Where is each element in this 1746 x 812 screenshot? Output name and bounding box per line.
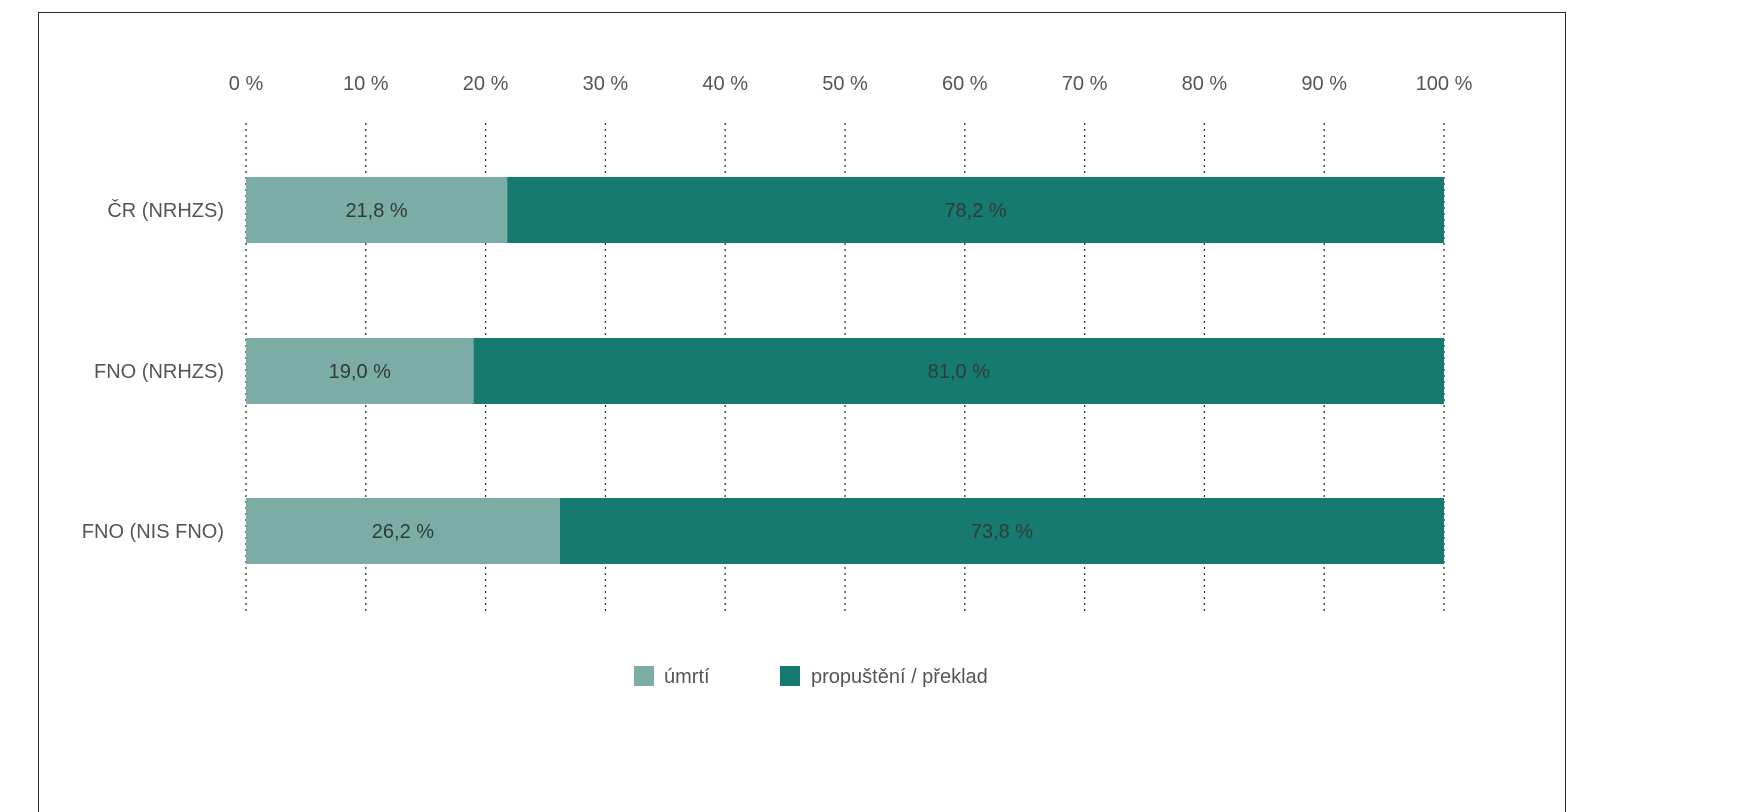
x-tick-label-30: 30 % bbox=[583, 73, 629, 95]
x-tick-label-40: 40 % bbox=[702, 73, 748, 95]
x-tick-label-60: 60 % bbox=[942, 73, 988, 95]
legend-swatch-0 bbox=[634, 666, 654, 686]
x-tick-label-50: 50 % bbox=[822, 73, 868, 95]
category-label-2: FNO (NIS FNO) bbox=[82, 521, 224, 543]
legend-label-1: propuštění / překlad bbox=[811, 666, 988, 688]
data-label-1-0: 19,0 % bbox=[329, 361, 391, 383]
x-tick-label-70: 70 % bbox=[1062, 73, 1108, 95]
x-tick-label-100: 100 % bbox=[1416, 73, 1473, 95]
bar-segment-2-1 bbox=[559, 498, 1444, 564]
category-label-1: FNO (NRHZS) bbox=[94, 361, 224, 383]
x-tick-label-80: 80 % bbox=[1182, 73, 1228, 95]
x-tick-label-20: 20 % bbox=[463, 73, 509, 95]
data-label-1-1: 81,0 % bbox=[928, 361, 990, 383]
bar-segment-0-1 bbox=[507, 177, 1444, 243]
bar-segment-1-0 bbox=[246, 338, 474, 404]
x-tick-label-0: 0 % bbox=[229, 73, 264, 95]
data-label-0-0: 21,8 % bbox=[345, 200, 407, 222]
bar-segment-0-0 bbox=[246, 177, 508, 243]
bar-segment-2-0 bbox=[246, 498, 560, 564]
data-label-0-1: 78,2 % bbox=[944, 200, 1006, 222]
x-tick-label-10: 10 % bbox=[343, 73, 389, 95]
bar-segment-1-1 bbox=[473, 338, 1444, 404]
chart-frame bbox=[38, 12, 1566, 812]
legend-swatch-1 bbox=[780, 666, 800, 686]
x-tick-label-90: 90 % bbox=[1301, 73, 1347, 95]
data-label-2-1: 73,8 % bbox=[971, 521, 1033, 543]
category-label-0: ČR (NRHZS) bbox=[107, 199, 224, 222]
legend-label-0: úmrtí bbox=[664, 666, 710, 688]
data-label-2-0: 26,2 % bbox=[372, 521, 434, 543]
